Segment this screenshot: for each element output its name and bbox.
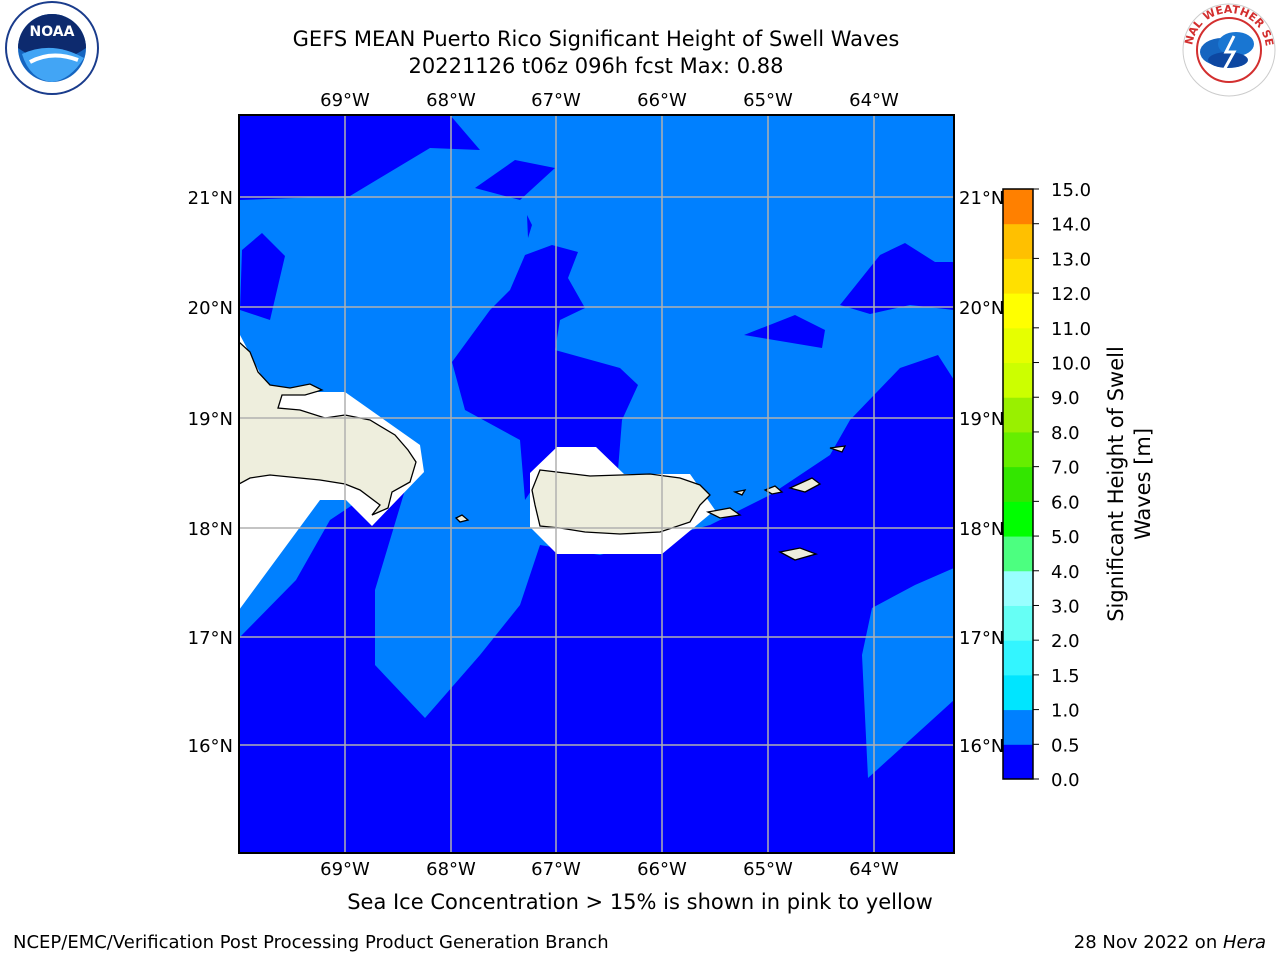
colorbar-tick-label: 13.0: [1051, 249, 1091, 270]
lat-labels-right: 21°N 20°N 19°N 18°N 17°N 16°N: [959, 188, 1004, 757]
lon-label: 64°W: [849, 90, 899, 111]
colorbar-segment: [1003, 223, 1033, 259]
colorbar-segment: [1003, 640, 1033, 676]
colorbar-label-line-1: Significant Height of Swell: [1104, 346, 1128, 622]
colorbar-segment: [1003, 501, 1033, 537]
colorbar-tick-label: 14.0: [1051, 215, 1091, 236]
lon-label: 69°W: [320, 859, 370, 880]
colorbar-tick-label: 3.0: [1051, 596, 1080, 617]
culebra: [732, 489, 747, 496]
map-frame: [238, 114, 955, 854]
colorbar-segments: [1003, 189, 1033, 780]
colorbar-tick-label: 2.0: [1051, 631, 1080, 652]
colorbar-ticks: 15.0 14.0 13.0 12.0 11.0 10.0 9.0 8.0 7.0 6.0 5.0 4…: [1033, 180, 1091, 791]
colorbar-tick-label: 8.0: [1051, 423, 1080, 444]
lon-label: 64°W: [849, 859, 899, 880]
lat-label: 18°N: [959, 519, 1004, 540]
colorbar-tick-label: 9.0: [1051, 388, 1080, 409]
colorbar-segment: [1003, 293, 1033, 329]
st-croix: [778, 547, 819, 561]
footer-host: Hera: [1222, 932, 1266, 953]
lat-label: 16°N: [188, 736, 233, 757]
colorbar-segment: [1003, 744, 1033, 780]
map-plot-area: [239, 115, 954, 853]
land-masses: [239, 341, 847, 561]
footer-credit: NCEP/EMC/Verification Post Processing Pr…: [13, 932, 609, 953]
colorbar-tick-label: 0.0: [1051, 770, 1080, 791]
title-line-1: GEFS MEAN Puerto Rico Significant Height…: [292, 27, 900, 51]
tortola: [788, 477, 822, 493]
lat-label: 20°N: [188, 298, 233, 319]
colorbar-segment: [1003, 362, 1033, 398]
lon-label: 68°W: [426, 859, 476, 880]
mona-island: [454, 514, 470, 523]
colorbar-tick-label: 10.0: [1051, 354, 1091, 375]
colorbar-segment: [1003, 605, 1033, 641]
hispaniola: [239, 341, 417, 516]
colorbar-tick-label: 1.5: [1051, 666, 1080, 687]
colorbar-tick-label: 6.0: [1051, 492, 1080, 513]
colorbar-segment: [1003, 431, 1033, 468]
lat-label: 19°N: [959, 409, 1004, 430]
colorbar-segment: [1003, 397, 1033, 433]
lat-label: 18°N: [188, 519, 233, 540]
colorbar-segment: [1003, 189, 1033, 225]
nws-logo: NATIONAL WEATHER SERVICE: [1178, 0, 1276, 97]
colorbar-tick-label: 12.0: [1051, 284, 1091, 305]
lon-labels-bottom: 69°W 68°W 67°W 66°W 65°W 64°W: [320, 859, 899, 880]
colorbar-tick-label: 7.0: [1051, 458, 1080, 479]
colorbar-tick-label: 5.0: [1051, 527, 1080, 548]
swell-low-regions: [239, 115, 954, 853]
vieques: [705, 507, 742, 519]
lon-label: 66°W: [637, 859, 687, 880]
lat-label: 16°N: [959, 736, 1004, 757]
colorbar-segment: [1003, 536, 1033, 572]
lat-label: 19°N: [188, 409, 233, 430]
colorbar-tick-label: 4.0: [1051, 562, 1080, 583]
colorbar-frame: [1002, 188, 1034, 780]
colorbar-segment: [1003, 709, 1033, 745]
lon-label: 67°W: [531, 859, 581, 880]
lon-label: 66°W: [637, 90, 687, 111]
lon-label: 65°W: [743, 90, 793, 111]
colorbar: 15.0 14.0 13.0 12.0 11.0 10.0 9.0 8.0 7.0 6.0 5.0 4…: [1002, 180, 1155, 791]
lat-label: 21°N: [959, 188, 1004, 209]
lat-labels-left: 21°N 20°N 19°N 18°N 17°N 16°N: [188, 188, 233, 757]
lat-label: 20°N: [959, 298, 1004, 319]
puerto-rico: [531, 469, 711, 535]
lon-labels-top: 69°W 68°W 67°W 66°W 65°W 64°W: [320, 90, 899, 111]
footer-date-text: 28 Nov 2022 on: [1073, 932, 1223, 953]
footer-date: 28 Nov 2022 on Hera: [1074, 932, 1266, 953]
lat-label: 17°N: [959, 628, 1004, 649]
colorbar-segment: [1003, 327, 1033, 364]
title-line-2: 20221126 t06z 096h fcst Max: 0.88: [408, 54, 784, 78]
st-thomas: [763, 485, 784, 495]
lat-label: 17°N: [188, 628, 233, 649]
colorbar-tick-label: 0.5: [1051, 735, 1080, 756]
colorbar-segment: [1003, 674, 1033, 711]
map-gridlines: [239, 115, 954, 853]
lon-label: 68°W: [426, 90, 476, 111]
anegada: [829, 445, 847, 453]
lon-label: 65°W: [743, 859, 793, 880]
colorbar-tick-label: 1.0: [1051, 701, 1080, 722]
lon-label: 67°W: [531, 90, 581, 111]
lat-label: 21°N: [188, 188, 233, 209]
colorbar-tick-label: 15.0: [1051, 180, 1091, 201]
colorbar-segment: [1003, 466, 1033, 502]
chart-title: GEFS MEAN Puerto Rico Significant Height…: [0, 26, 1192, 80]
colorbar-label-line-2: Waves [m]: [1131, 428, 1155, 540]
colorbar-segment: [1003, 570, 1033, 606]
sea-ice-caption: Sea Ice Concentration > 15% is shown in …: [347, 890, 933, 914]
colorbar-segment: [1003, 258, 1033, 294]
lon-label: 69°W: [320, 90, 370, 111]
noaa-logo: NOAA: [5, 1, 99, 95]
colorbar-tick-label: 11.0: [1051, 319, 1091, 340]
noaa-text: NOAA: [30, 24, 75, 40]
